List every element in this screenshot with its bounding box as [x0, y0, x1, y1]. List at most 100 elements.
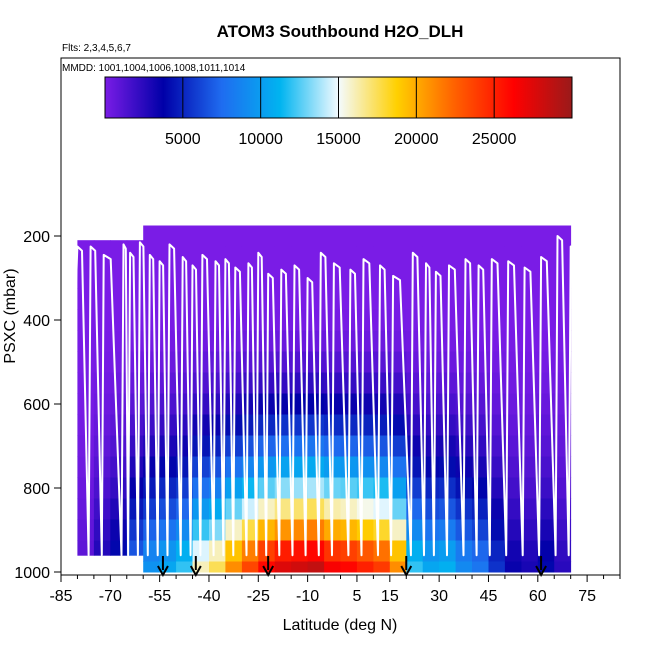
heatmap-cell [504, 414, 522, 436]
heatmap-cell [537, 309, 555, 331]
heatmap-cell [439, 288, 456, 310]
heatmap-cell [274, 414, 292, 436]
heatmap-cell [406, 267, 424, 289]
heatmap-cell [504, 477, 522, 499]
heatmap-cell [274, 561, 292, 573]
heatmap-cell [291, 330, 309, 352]
heatmap-cell [307, 561, 325, 573]
heatmap-cell [274, 309, 292, 331]
heatmap-cell [455, 309, 473, 331]
heatmap-cell [537, 330, 555, 352]
heatmap-cell [307, 246, 325, 268]
y-tick-label: 1000 [14, 565, 50, 582]
heatmap-cell [488, 561, 506, 573]
heatmap-cell [241, 225, 259, 247]
heatmap-cell [274, 540, 292, 562]
heatmap-cell [110, 240, 128, 247]
heatmap-cell [324, 225, 341, 247]
heatmap-cell [176, 225, 193, 247]
heatmap-cell [209, 561, 226, 573]
heatmap-cell [143, 309, 161, 331]
y-tick-label: 600 [23, 397, 50, 414]
heatmap-cell [340, 561, 358, 573]
heatmap-cell [77, 330, 95, 352]
heatmap-cell [307, 288, 325, 310]
y-axis-label: PSXC (mbar) [2, 268, 19, 363]
heatmap-cell [521, 309, 539, 331]
heatmap-cell [521, 225, 539, 247]
y-tick-label: 200 [23, 229, 50, 246]
heatmap-cell [93, 240, 111, 247]
heatmap-cell [77, 267, 95, 289]
heatmap-cell [554, 372, 572, 394]
heatmap-cell [291, 393, 309, 415]
heatmap-cell [176, 309, 193, 331]
heatmap-cell [488, 519, 506, 541]
heatmap-cell [373, 330, 391, 352]
heatmap-cell [373, 519, 391, 541]
heatmap-cell [225, 225, 243, 247]
heatmap-cell [356, 561, 374, 573]
heatmap-cell [521, 435, 539, 457]
x-tick-label: 15 [381, 588, 399, 605]
heatmap-cell [554, 330, 572, 352]
heatmap-cell [439, 246, 456, 268]
heatmap-cell [389, 246, 407, 268]
heatmap-cell [143, 561, 161, 573]
heatmap-cell [389, 540, 407, 562]
heatmap-cell [93, 267, 111, 289]
heatmap-cell [472, 435, 489, 457]
heatmap-cell [521, 540, 539, 562]
heatmap-cell [274, 225, 292, 247]
heatmap-cell [258, 561, 276, 573]
heatmap-cell [209, 267, 226, 289]
heatmap-cell [406, 561, 424, 573]
heatmap-cell [291, 540, 309, 562]
heatmap-cell [521, 519, 539, 541]
heatmap-cell [307, 225, 325, 247]
heatmap-cell [488, 309, 506, 331]
heatmap-cell [159, 288, 177, 310]
heatmap-cell [554, 393, 572, 415]
heatmap-cell [159, 225, 177, 247]
y-tick-label: 400 [23, 313, 50, 330]
heatmap-cell [373, 267, 391, 289]
heatmap-cell [274, 267, 292, 289]
x-tick-label: -55 [148, 588, 171, 605]
heatmap-cell [439, 561, 456, 573]
heatmap-cell [537, 288, 555, 310]
heatmap-cell [406, 225, 424, 247]
heatmap-cell [521, 477, 539, 499]
heatmap-cell [472, 393, 489, 415]
heatmap-cell [389, 393, 407, 415]
heatmap-cell [422, 246, 440, 268]
heatmap-cell [488, 288, 506, 310]
heatmap-cell [241, 309, 259, 331]
heatmap-cell [488, 540, 506, 562]
heatmap-cell [274, 435, 292, 457]
heatmap-cell [291, 246, 309, 268]
heatmap-cell [504, 435, 522, 457]
heatmap-cell [389, 561, 407, 573]
heatmap-cell [537, 267, 555, 289]
heatmap-cell [356, 351, 374, 373]
heatmap-cell [472, 267, 489, 289]
heatmap-cell [455, 225, 473, 247]
heatmap-cell [537, 225, 555, 247]
heatmap-cell [77, 288, 95, 310]
heatmap-cell [209, 372, 226, 394]
heatmap-cell [241, 330, 259, 352]
heatmap-cell [554, 309, 572, 331]
heatmap-cell [77, 240, 95, 247]
heatmap-cell [373, 225, 391, 247]
heatmap-cell [472, 372, 489, 394]
heatmap-cell [225, 561, 243, 573]
heatmap-cell [77, 351, 95, 373]
heatmap-cell [373, 561, 391, 573]
heatmap-cell [439, 225, 456, 247]
x-tick-label: -70 [99, 588, 122, 605]
heatmap-cell [504, 309, 522, 331]
heatmap-cell [488, 330, 506, 352]
heatmap-cell [307, 330, 325, 352]
heatmap-cell [143, 267, 161, 289]
